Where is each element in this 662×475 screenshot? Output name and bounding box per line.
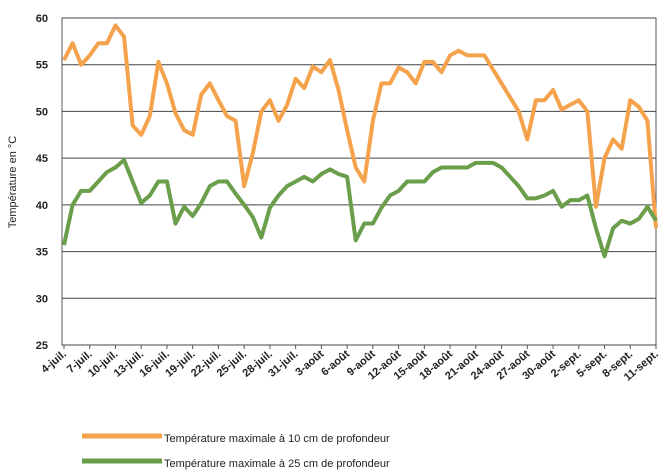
- x-tick-label: 4-juil.: [39, 348, 69, 376]
- series-line: [62, 158, 658, 259]
- y-tick-label: 50: [36, 106, 48, 118]
- y-tick-label: 30: [36, 293, 48, 305]
- legend-label: Température maximale à 25 cm de profonde…: [164, 458, 390, 470]
- series-line: [62, 23, 658, 229]
- x-tick-label: 6-août: [319, 348, 352, 379]
- y-axis-label: Température en °C: [7, 136, 19, 228]
- legend-label: Température maximale à 10 cm de profonde…: [164, 433, 390, 445]
- y-tick-label: 55: [36, 60, 48, 72]
- x-tick-label: 31-juil.: [266, 348, 300, 380]
- y-tick-label: 35: [36, 247, 48, 259]
- y-tick-label: 45: [36, 153, 48, 165]
- y-tick-label: 40: [36, 200, 48, 212]
- x-tick-label: 3-août: [293, 348, 326, 379]
- y-tick-label: 25: [36, 340, 48, 352]
- y-tick-label: 60: [36, 13, 48, 25]
- plot-area: [61, 17, 657, 346]
